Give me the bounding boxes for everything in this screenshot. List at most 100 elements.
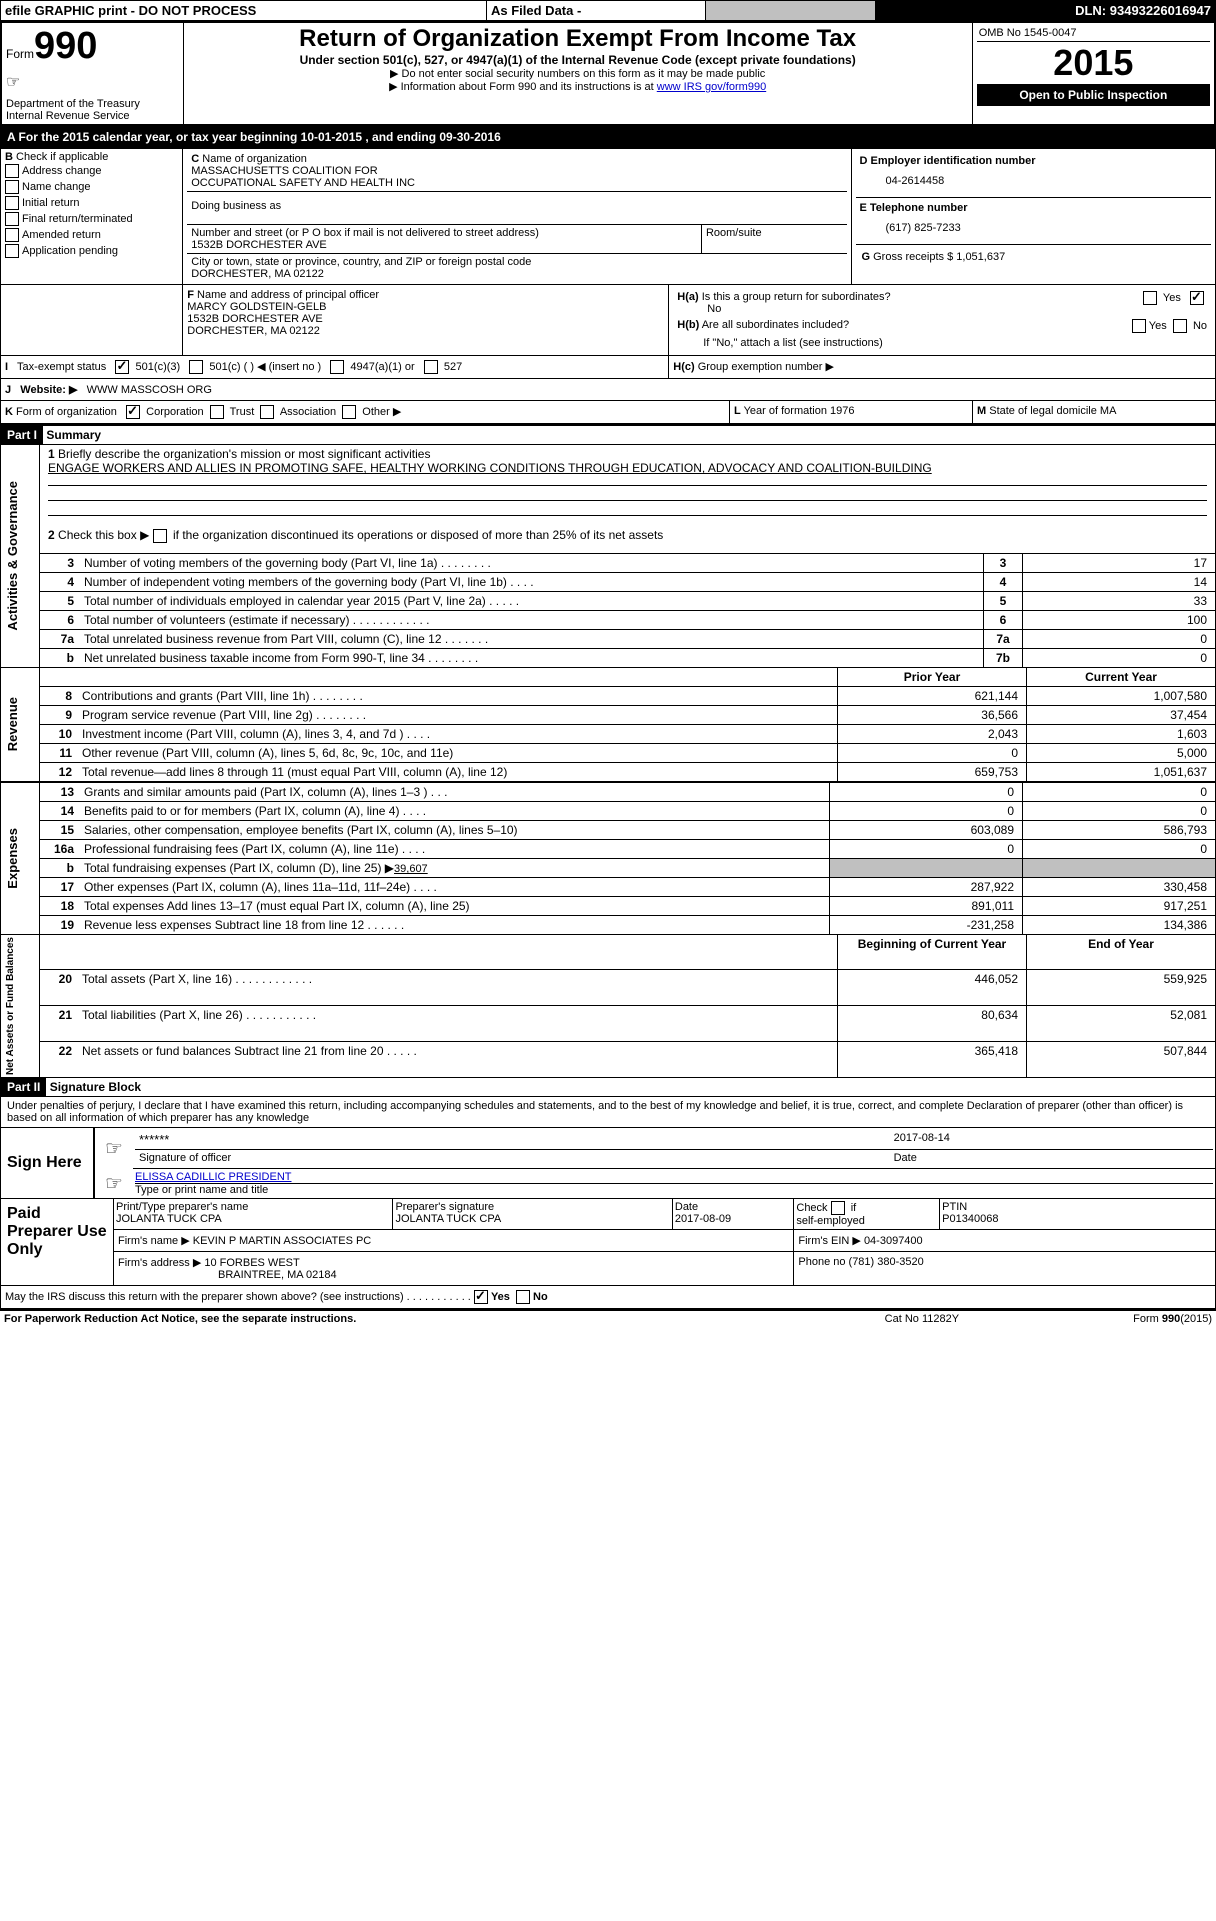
year-big: 2015 <box>977 42 1210 84</box>
row-text: Number of voting members of the governin… <box>80 554 984 573</box>
irs-label: Internal Revenue Service <box>6 110 179 122</box>
q2-text: Check this box ▶ <box>58 528 149 542</box>
other-checkbox[interactable] <box>342 405 356 419</box>
row-prior: 659,753 <box>838 763 1027 782</box>
q2-label: 2 <box>48 528 55 542</box>
row-14: 14 Benefits paid to or for members (Part… <box>1 802 1216 821</box>
prior-year-header: Prior Year <box>838 668 1027 687</box>
officer-print-name[interactable]: ELISSA CADILLIC PRESIDENT <box>135 1171 1213 1184</box>
footer-cat: Cat No 11282Y <box>827 1310 1016 1327</box>
street-value: 1532B DORCHESTER AVE <box>191 239 327 251</box>
firm-ein: 04-3097400 <box>864 1235 923 1247</box>
address-change-checkbox[interactable] <box>5 164 19 178</box>
q2-checkbox[interactable] <box>153 529 167 543</box>
hand-icon-sign: ☞ <box>94 1128 133 1169</box>
ptin-label: PTIN <box>942 1201 967 1213</box>
row-20: 20 Total assets (Part X, line 16) . . . … <box>1 970 1216 1006</box>
501c3-checkbox[interactable] <box>115 360 129 374</box>
name-change-label: Name change <box>22 181 91 193</box>
row-num: 16a <box>40 840 81 859</box>
row-text: Professional fundraising fees (Part IX, … <box>80 840 830 859</box>
initial-return-checkbox[interactable] <box>5 196 19 210</box>
self-emp-checkbox[interactable] <box>831 1201 845 1215</box>
row-num: 12 <box>40 763 79 782</box>
row-18: 18 Total expenses Add lines 13–17 (must … <box>1 897 1216 916</box>
irs-yes-checkbox[interactable] <box>474 1290 488 1304</box>
row-val: 0 <box>1023 649 1216 668</box>
row-num: 19 <box>40 916 81 935</box>
current-year-header: Current Year <box>1027 668 1216 687</box>
row-val: 100 <box>1023 611 1216 630</box>
city-value: DORCHESTER, MA 02122 <box>191 268 324 280</box>
irs-yes-label: Yes <box>491 1291 510 1303</box>
form990-link[interactable]: www IRS gov/form990 <box>657 81 766 93</box>
row-current: 0 <box>1023 802 1216 821</box>
row-current: 1,051,637 <box>1027 763 1216 782</box>
i-text: Tax-exempt status <box>17 361 106 373</box>
part2-heading: Part II <box>1 1078 46 1096</box>
row-text: Total number of individuals employed in … <box>80 592 984 611</box>
check-if-label: Check <box>796 1202 827 1214</box>
phone-value: (617) 825-7233 <box>856 218 1212 244</box>
expenses-label: Expenses <box>5 828 20 889</box>
row-current: 559,925 <box>1027 970 1216 1006</box>
irs-no-label: No <box>533 1291 548 1303</box>
room-label: Room/suite <box>701 225 846 254</box>
row-text: Total number of volunteers (estimate if … <box>80 611 984 630</box>
q1-text: Briefly describe the organization's miss… <box>58 447 430 461</box>
q2-rest: if the organization discontinued its ope… <box>173 528 663 542</box>
row-current: 52,081 <box>1027 1006 1216 1042</box>
row-text: Total liabilities (Part X, line 26) . . … <box>78 1006 838 1042</box>
row-text: Net assets or fund balances Subtract lin… <box>78 1042 838 1078</box>
row-val: 33 <box>1023 592 1216 611</box>
org-name-1: MASSACHUSETTS COALITION FOR <box>191 165 377 177</box>
firm-addr-label: Firm's address ▶ <box>118 1257 201 1269</box>
amended-return-checkbox[interactable] <box>5 228 19 242</box>
assoc-checkbox[interactable] <box>260 405 274 419</box>
mission-text: ENGAGE WORKERS AND ALLIES IN PROMOTING S… <box>48 461 932 475</box>
ha-no-checkbox[interactable] <box>1190 291 1204 305</box>
officer-name: MARCY GOLDSTEIN-GELB <box>187 301 326 313</box>
irs-no-checkbox[interactable] <box>516 1290 530 1304</box>
trust-checkbox[interactable] <box>210 405 224 419</box>
other-label: Other ▶ <box>362 406 401 418</box>
row-current: 507,844 <box>1027 1042 1216 1078</box>
row-text: Investment income (Part VIII, column (A)… <box>78 725 838 744</box>
row-current: 1,603 <box>1027 725 1216 744</box>
hb-no-label: No <box>1193 320 1207 332</box>
row-16a: 16a Professional fundraising fees (Part … <box>1 840 1216 859</box>
row-current: 37,454 <box>1027 706 1216 725</box>
row-num: 9 <box>40 706 79 725</box>
527-checkbox[interactable] <box>424 360 438 374</box>
firm-addr2: BRAINTREE, MA 02184 <box>118 1269 337 1281</box>
header-bar: efile GRAPHIC print - DO NOT PROCESS As … <box>0 0 1216 21</box>
row-current: 1,007,580 <box>1027 687 1216 706</box>
revenue-label: Revenue <box>5 697 20 751</box>
part2-title: Signature Block <box>50 1080 141 1094</box>
row-prior: 0 <box>838 744 1027 763</box>
501c3-label: 501(c)(3) <box>136 361 181 373</box>
form-title: Return of Organization Exempt From Incom… <box>188 25 968 53</box>
b-label: B <box>5 151 13 163</box>
501c-checkbox[interactable] <box>189 360 203 374</box>
corp-checkbox[interactable] <box>126 405 140 419</box>
row-current: 134,386 <box>1023 916 1216 935</box>
application-pending-checkbox[interactable] <box>5 244 19 258</box>
501c-label: 501(c) ( ) ◀ (insert no ) <box>209 361 321 373</box>
4947-checkbox[interactable] <box>330 360 344 374</box>
j-text: Website: ▶ <box>20 384 77 396</box>
final-return-checkbox[interactable] <box>5 212 19 226</box>
row-prior: 0 <box>830 802 1023 821</box>
amended-return-label: Amended return <box>22 229 101 241</box>
footer-paperwork: For Paperwork Reduction Act Notice, see … <box>0 1310 827 1327</box>
row-num: 5 <box>40 592 81 611</box>
section-a: A For the 2015 calendar year, or tax yea… <box>1 127 1216 148</box>
hb-yes-checkbox[interactable] <box>1132 319 1146 333</box>
assoc-label: Association <box>280 406 336 418</box>
name-change-checkbox[interactable] <box>5 180 19 194</box>
ptin-value: P01340068 <box>942 1213 998 1225</box>
row-num: 11 <box>40 744 79 763</box>
ha-yes-checkbox[interactable] <box>1143 291 1157 305</box>
hb-no-checkbox[interactable] <box>1173 319 1187 333</box>
sig-date-label: Date <box>890 1150 1213 1167</box>
